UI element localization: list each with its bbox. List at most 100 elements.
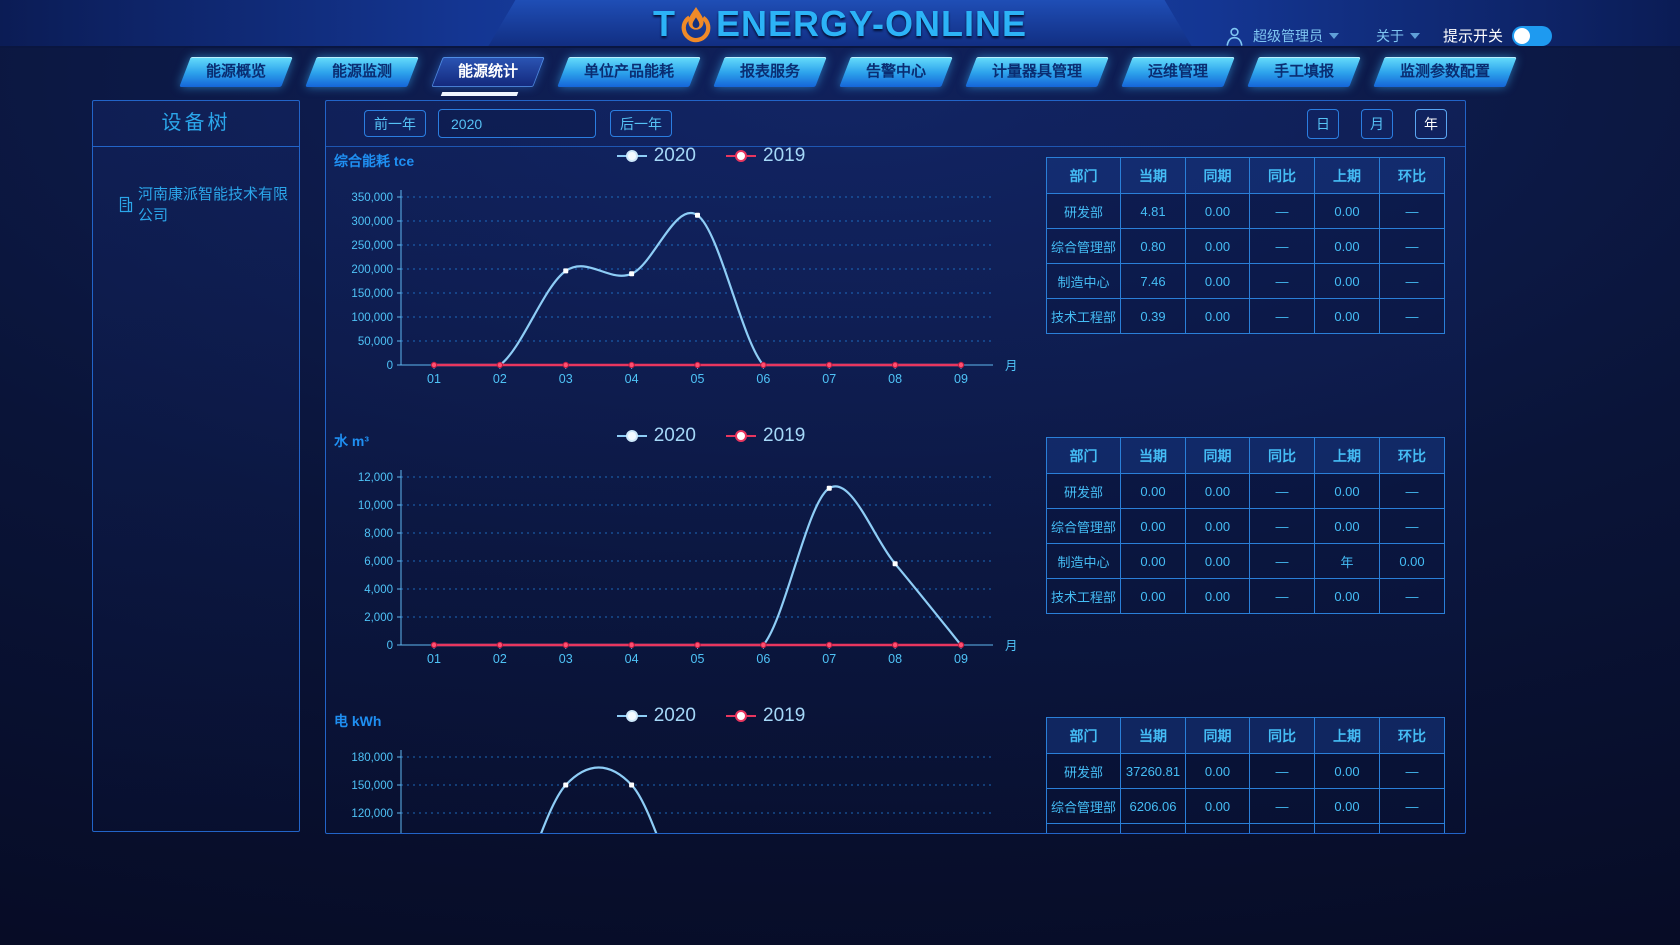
nav-tab-0[interactable]: 能源概览: [179, 57, 293, 87]
about-menu[interactable]: 关于: [1376, 26, 1420, 46]
table-cell: 0.00: [1314, 263, 1380, 299]
svg-text:04: 04: [625, 652, 639, 666]
table-cell: —: [1249, 753, 1315, 789]
svg-text:50,000: 50,000: [358, 336, 393, 348]
table-cell: 0.00: [1314, 753, 1380, 789]
column-header: 部门: [1046, 437, 1121, 474]
table-cell: —: [1379, 473, 1445, 509]
tree-item-company[interactable]: 河南康派智能技术有限公司: [119, 183, 299, 225]
chart-legend-water: 2020 2019: [326, 425, 1096, 447]
device-tree-panel: 设备树 河南康派智能技术有限公司: [92, 100, 300, 832]
table-cell: 0.00: [1185, 298, 1250, 334]
table-cell: 0.00: [1185, 473, 1250, 509]
svg-text:0: 0: [387, 360, 393, 372]
svg-text:01: 01: [427, 652, 441, 666]
logo-text-t: T: [652, 3, 676, 44]
table-cell: 37260.81: [1120, 753, 1186, 789]
nav-tab-3[interactable]: 单位产品能耗: [557, 57, 701, 87]
year-input[interactable]: [438, 109, 596, 138]
legend-item-2019[interactable]: 2019: [726, 705, 805, 727]
nav-tab-label: 能源监测: [332, 63, 393, 80]
svg-text:4,000: 4,000: [364, 584, 393, 596]
legend-item-2020[interactable]: 2020: [616, 705, 696, 727]
tip-toggle[interactable]: [1512, 25, 1552, 46]
table-cell: —: [1249, 578, 1315, 614]
nav-tab-label: 运维管理: [1148, 63, 1209, 80]
svg-text:0: 0: [387, 640, 393, 652]
nav-tab-label: 手工填报: [1274, 63, 1335, 80]
table-cell: 研发部: [1046, 473, 1121, 509]
table-header-row: 部门 当期 同期 同比 上期 环比: [1046, 717, 1445, 754]
table-cell: 7.46: [1120, 263, 1186, 299]
chart-electric: 030,00060,00090,000120,000150,000180,000…: [326, 745, 1026, 833]
column-header: 环比: [1379, 437, 1445, 474]
legend-marker-icon: [616, 430, 647, 442]
granularity-button-0[interactable]: 日: [1307, 109, 1339, 139]
table-cell: 0.39: [1120, 298, 1186, 334]
column-header: 环比: [1379, 717, 1445, 754]
svg-text:02: 02: [493, 372, 507, 386]
chart-energy: 0 50,000 100,000 150,000 200,000 250,000 300,0…: [326, 185, 1026, 401]
table-cell: 0.00: [1120, 823, 1186, 833]
table-cell: 0.00: [1120, 473, 1186, 509]
chevron-down-icon: [1328, 32, 1339, 39]
table-cell: —: [1379, 263, 1445, 299]
nav-tab-9[interactable]: 监测参数配置: [1373, 57, 1517, 87]
table-cell: —: [1249, 508, 1315, 544]
svg-text:350,000: 350,000: [351, 192, 393, 204]
column-header: 当期: [1120, 717, 1186, 754]
svg-text:05: 05: [691, 372, 705, 386]
nav-tab-4[interactable]: 报表服务: [713, 57, 827, 87]
table-cell: 0.00: [1314, 788, 1380, 824]
granularity-button-2-active[interactable]: 年: [1415, 109, 1447, 139]
nav-tab-1[interactable]: 能源监测: [305, 57, 419, 87]
legend-label: 2020: [653, 145, 696, 166]
column-header: 当期: [1120, 157, 1186, 194]
nav-tab-8[interactable]: 手工填报: [1247, 57, 1361, 87]
nav-tab-6[interactable]: 计量器具管理: [965, 57, 1109, 87]
table-cell: 0.00: [1314, 578, 1380, 614]
nav-tab-7[interactable]: 运维管理: [1121, 57, 1235, 87]
prev-year-button[interactable]: 前一年: [364, 110, 426, 137]
column-header: 部门: [1046, 717, 1121, 754]
granularity-button-1[interactable]: 月: [1361, 109, 1393, 139]
legend-item-2020[interactable]: 2020: [616, 145, 696, 167]
table-cell: 0.00: [1185, 193, 1250, 229]
toggle-knob: [1514, 27, 1530, 44]
next-year-button[interactable]: 后一年: [610, 110, 672, 137]
table-header-row: 部门 当期 同期 同比 上期 环比: [1046, 437, 1445, 474]
line-chart-electric: 030,00060,00090,000120,000150,000180,000…: [351, 750, 993, 833]
header-right: 超级管理员 关于 提示开关: [1225, 25, 1552, 46]
nav-tab-label: 监测参数配置: [1400, 63, 1491, 80]
table-cell: 0.00: [1185, 228, 1250, 264]
table-row: 制造中心 7.46 0.00—0.00—: [1046, 263, 1445, 299]
table-cell: 0.00: [1314, 228, 1380, 264]
table-cell: —: [1249, 543, 1315, 579]
user-menu[interactable]: 超级管理员: [1253, 26, 1339, 46]
table-row: 制造中心 0.00 0.00— 年 0.00: [1046, 543, 1445, 579]
column-header: 同期: [1185, 157, 1250, 194]
table-header-row: 部门 当期 同期 同比 上期 环比: [1046, 157, 1445, 194]
table-cell: 综合管理部: [1046, 228, 1121, 264]
table-cell: 6206.06: [1120, 788, 1186, 824]
column-header: 同比: [1249, 157, 1315, 194]
table-row: 研发部 0.00 0.00—0.00—: [1046, 473, 1445, 509]
device-tree-title: 设备树: [93, 101, 299, 147]
column-header: 上期: [1314, 717, 1380, 754]
line-chart-water: 0 2,000 4,000 6,000 8,000 10,000 12,000 01 02 03 0…: [358, 470, 1018, 666]
nav-tab-2-active[interactable]: 能源统计: [431, 57, 545, 87]
user-icon: [1225, 26, 1244, 46]
svg-text:300,000: 300,000: [351, 216, 393, 228]
nav-tab-5[interactable]: 告警中心: [839, 57, 953, 87]
legend-item-2019[interactable]: 2019: [726, 145, 805, 167]
table-cell: —: [1379, 193, 1445, 229]
legend-item-2019[interactable]: 2019: [726, 425, 805, 447]
chart-water: 0 2,000 4,000 6,000 8,000 10,000 12,000 01 02 03 0…: [326, 465, 1026, 681]
legend-item-2020[interactable]: 2020: [616, 425, 696, 447]
column-header: 当期: [1120, 437, 1186, 474]
tip-switch-label: 提示开关: [1442, 28, 1503, 45]
table-cell: 0.00: [1120, 508, 1186, 544]
user-menu-label: 超级管理员: [1252, 27, 1323, 44]
table-row: 技术工程部 0.00 0.00—0.00—: [1046, 578, 1445, 614]
